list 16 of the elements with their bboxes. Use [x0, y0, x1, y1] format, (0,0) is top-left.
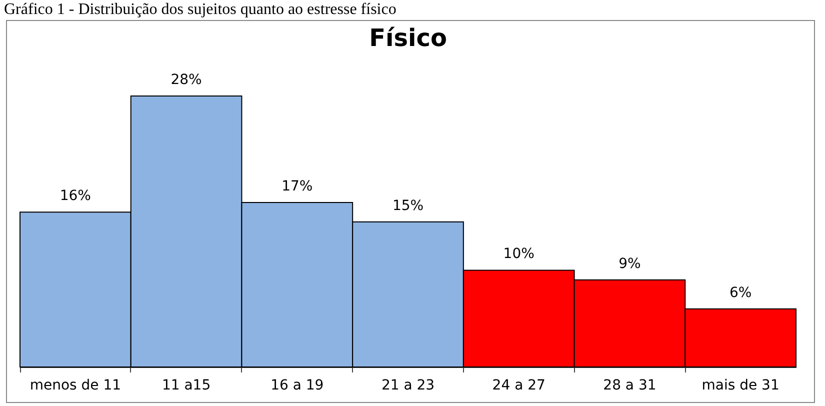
x-tick-label: 28 a 31 [603, 378, 656, 394]
text: Gráfico 1 - Distribuição dos sujeitos quanto ao estresse físico [4, 1, 396, 18]
data-label: 28% [170, 72, 202, 88]
x-tick-label: 16 a 19 [270, 378, 324, 394]
data-label: 10% [503, 246, 534, 262]
data-label: 16% [60, 188, 91, 204]
x-tick-label: menos de 11 [30, 378, 122, 394]
x-tick-label: 24 a 27 [492, 378, 546, 394]
x-tick-label: mais de 31 [702, 378, 780, 394]
x-tick-label: 11 a15 [162, 378, 211, 394]
data-label: 15% [392, 198, 424, 214]
x-tick-label: 21 a 23 [381, 378, 435, 394]
data-label: 9% [618, 256, 641, 272]
data-label: 6% [729, 284, 752, 301]
chart-title: Físico [369, 24, 447, 52]
data-label: 17% [282, 178, 313, 194]
